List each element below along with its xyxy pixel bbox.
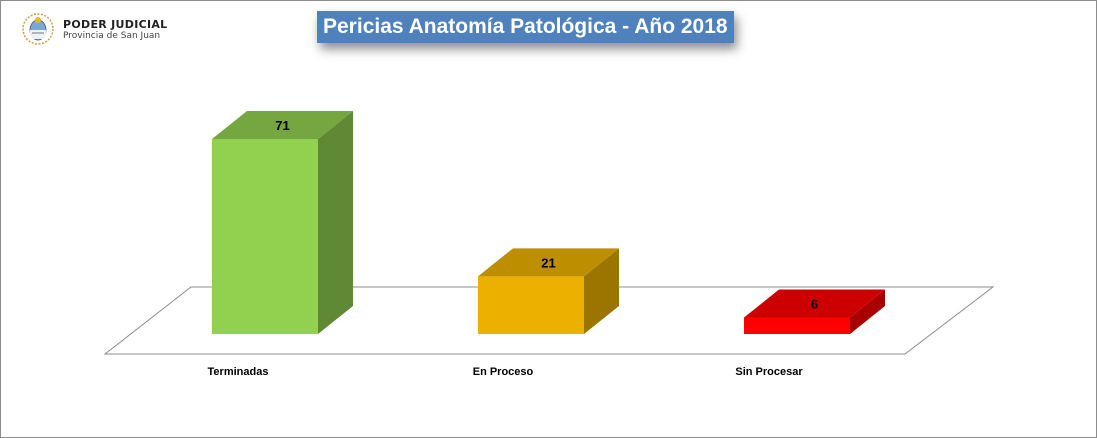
bar-top [744,289,885,318]
data-label: 21 [541,255,555,270]
bar [744,317,850,334]
data-label: 71 [275,118,289,133]
bar-top [478,248,619,277]
bar-side [584,248,619,334]
bar [478,276,584,334]
org-subtitle: Provincia de San Juan [63,31,161,41]
coat-of-arms-icon [22,13,54,45]
org-name: PODER JUDICIAL [63,18,168,31]
category-label: Sin Procesar [735,366,803,378]
org-logo: PODER JUDICIAL Provincia de San Juan [21,13,181,49]
bar [212,139,318,334]
data-label: 6 [811,297,818,312]
chart-title: Pericias Anatomía Patológica - Año 2018 [317,11,734,43]
bar-top [212,111,353,139]
bar-side [318,111,353,334]
bar-side [850,289,885,334]
category-label: En Proceso [473,366,534,378]
category-label: Terminadas [208,366,269,378]
